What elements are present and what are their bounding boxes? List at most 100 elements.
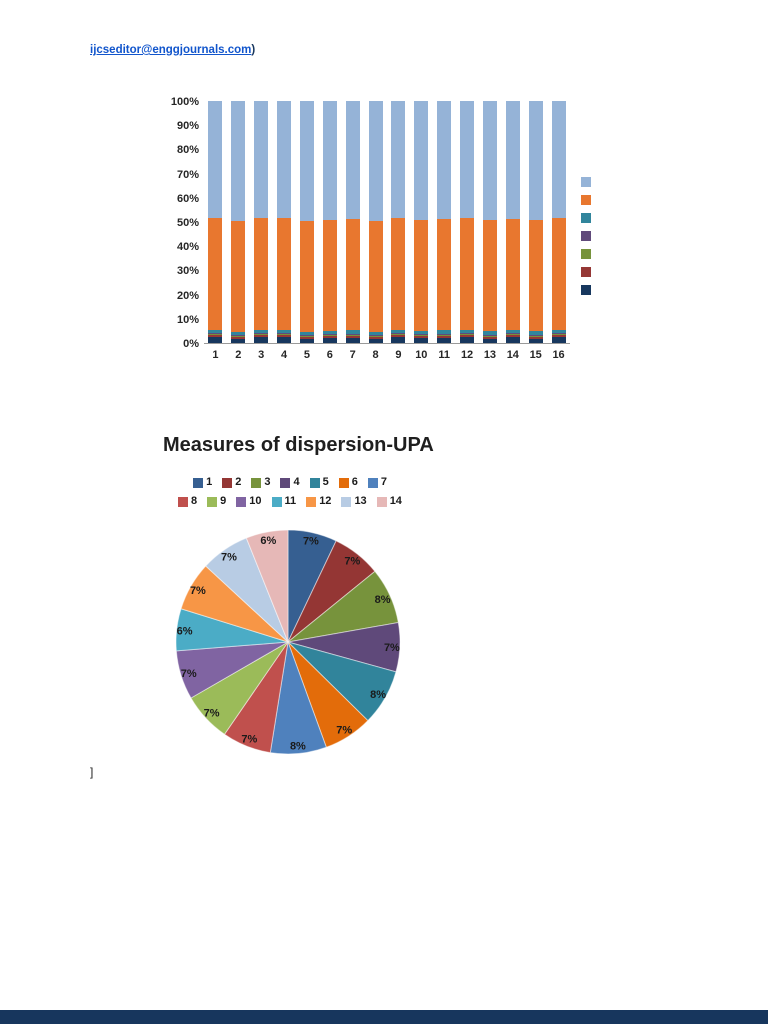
bar-segment [254, 336, 269, 343]
pie-legend-label: 13 [354, 495, 367, 507]
bar-segment [414, 335, 429, 337]
bar-segment [254, 332, 269, 334]
pie-legend-item: 6 [338, 473, 358, 492]
bar-segment [368, 337, 383, 340]
pie-legend-item: 12 [306, 492, 331, 511]
pie-legend-label: 4 [293, 476, 300, 488]
bar-segment [505, 218, 520, 330]
bar-segment [391, 218, 406, 330]
bar-segment [345, 334, 360, 336]
bar-segment [528, 336, 543, 339]
legend-swatch [251, 477, 262, 488]
bar-segment [551, 334, 566, 337]
pie-legend-label: 10 [249, 495, 262, 507]
bar-segment [277, 334, 292, 337]
pie-legend-item: 10 [236, 492, 262, 511]
x-axis-tick-label: 15 [529, 349, 542, 361]
bar-segment [482, 220, 497, 332]
bar-category-7 [345, 101, 360, 343]
pie-slice-value-label: 7% [344, 555, 360, 567]
bar-segment [505, 334, 520, 336]
bar-segment [368, 335, 383, 337]
header-email-line: ijcseditor@enggjournals.com) [90, 44, 255, 56]
pie-slice-value-label: 7% [384, 642, 400, 654]
email-link[interactable]: ijcseditor@enggjournals.com [90, 44, 252, 56]
bar-segment [460, 101, 475, 219]
bar-segment [414, 101, 429, 220]
bar-segment [528, 220, 543, 332]
bar-segment [391, 329, 406, 333]
bar-chart-x-axis: 1 2 3 4 5 6 7 8 9 10 11 12 13 14 15 16 [204, 349, 570, 365]
y-axis-tick-label: 30% [176, 265, 199, 278]
bar-segment [208, 218, 223, 330]
bar-segment [482, 331, 497, 335]
bar-segment [254, 218, 269, 330]
bar-segment [322, 335, 337, 337]
legend-swatch [271, 496, 282, 507]
legend-swatch [581, 195, 591, 205]
bar-segment [528, 338, 543, 343]
bar-category-1 [208, 101, 223, 343]
pie-legend-item: 3 [251, 473, 270, 492]
bar-category-4 [277, 101, 292, 343]
bar-segment [551, 101, 566, 219]
bar-segment [345, 101, 360, 220]
legend-swatch [341, 496, 352, 507]
pie-slice-value-label: 7% [221, 551, 237, 563]
bar-segment [482, 338, 497, 343]
bar-chart-plot-area [204, 101, 570, 344]
bar-segment [505, 337, 520, 343]
bar-segment [277, 333, 292, 335]
bar-segment [208, 101, 223, 219]
bar-segment [437, 334, 452, 336]
bar-segment [460, 334, 475, 337]
pie-legend-label: 3 [264, 476, 271, 488]
bar-segment [299, 220, 314, 332]
x-axis-tick-label: 10 [415, 349, 428, 361]
pie-legend-label: 9 [220, 495, 227, 507]
bar-segment [482, 335, 497, 337]
bar-segment [391, 101, 406, 219]
bar-segment [460, 218, 475, 330]
pie-legend-item: 9 [207, 492, 226, 511]
bar-segment [299, 337, 314, 340]
bar-segment [505, 101, 520, 219]
bar-category-9 [391, 101, 406, 343]
legend-swatch [193, 477, 204, 488]
bar-segment [208, 329, 223, 333]
pie-slice-value-label: 8% [375, 594, 391, 606]
bar-segment [551, 333, 566, 335]
bar-segment [414, 338, 429, 343]
pie-chart: 7% 7% 8% 7% 8% 7% 8% 7% 7% 7% 6% 7% 7% 6% [175, 529, 401, 755]
bar-segment [437, 330, 452, 334]
bar-segment [277, 336, 292, 343]
pie-legend-item: 2 [222, 473, 241, 492]
pie-slice-14 [245, 529, 289, 643]
bar-segment [322, 101, 337, 220]
legend-swatch [236, 496, 247, 507]
y-axis-tick-label: 0% [183, 338, 199, 350]
stray-bracket-text: ] [90, 765, 94, 779]
bar-category-13 [482, 101, 497, 343]
bar-segment [528, 101, 543, 221]
bar-segment [391, 332, 406, 334]
x-axis-tick-label: 7 [349, 349, 356, 361]
legend-swatch [581, 249, 591, 259]
pie-slice-value-label: 7% [181, 668, 197, 680]
bar-segment [254, 101, 269, 219]
bar-segment [299, 335, 314, 337]
bar-segment [505, 329, 520, 334]
pie-legend-item: 14 [376, 492, 402, 511]
pie-legend-label: 2 [235, 476, 242, 488]
bar-segment [368, 101, 383, 221]
bar-segment [277, 332, 292, 334]
bar-category-11 [437, 101, 452, 343]
pie-legend-item: 8 [178, 492, 197, 511]
bar-segment [437, 337, 452, 343]
legend-swatch [178, 496, 189, 507]
bar-category-3 [254, 101, 269, 343]
bar-category-5 [299, 101, 314, 343]
bar-segment [231, 331, 246, 336]
x-axis-tick-label: 12 [460, 349, 474, 361]
